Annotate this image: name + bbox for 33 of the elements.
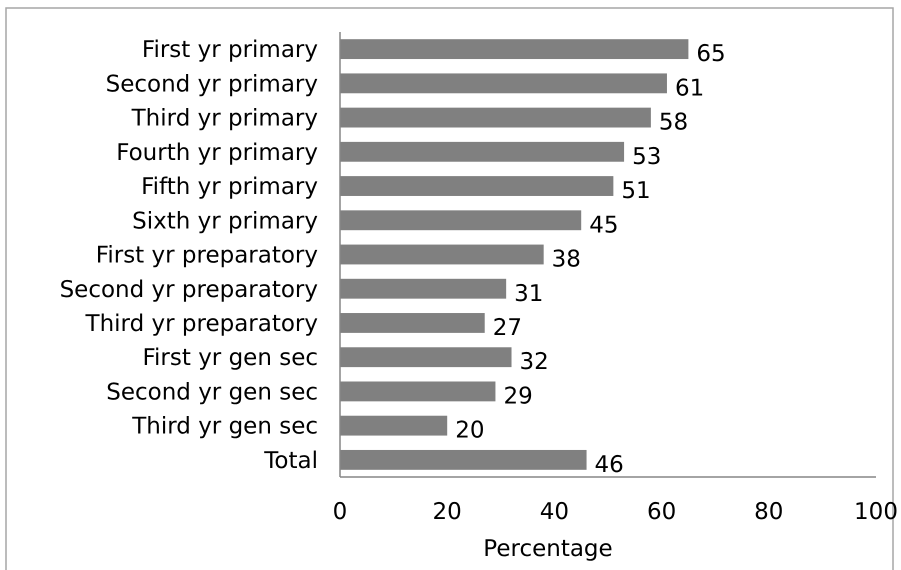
data-label: 65 bbox=[696, 41, 726, 68]
x-tick-label: 0 bbox=[332, 499, 348, 526]
y-tick-label: Fifth yr primary bbox=[141, 174, 318, 200]
y-tick-label: First yr preparatory bbox=[96, 242, 318, 269]
x-tick-label: 40 bbox=[540, 499, 570, 526]
y-tick-label: Second yr gen sec bbox=[106, 379, 318, 406]
data-label: 61 bbox=[674, 75, 704, 102]
data-label: 32 bbox=[520, 349, 549, 376]
data-label: 20 bbox=[455, 418, 484, 444]
data-label: 53 bbox=[632, 144, 662, 170]
y-tick-label: Total bbox=[263, 448, 318, 474]
y-tick-label: Third yr gen sec bbox=[131, 414, 318, 440]
data-label: 45 bbox=[589, 212, 618, 238]
data-label: 29 bbox=[503, 383, 533, 410]
y-tick-label: Second yr primary bbox=[106, 71, 318, 98]
x-tick-label: 100 bbox=[854, 499, 898, 526]
data-label: 38 bbox=[552, 246, 581, 273]
data-label: 31 bbox=[514, 280, 544, 307]
data-label: 58 bbox=[658, 110, 688, 136]
x-tick-label: 60 bbox=[646, 499, 676, 526]
y-tick-label: Second yr preparatory bbox=[60, 276, 318, 303]
y-tick-label: First yr gen sec bbox=[142, 345, 318, 372]
y-tick-label: Fourth yr primary bbox=[116, 140, 318, 166]
data-label: 27 bbox=[492, 315, 522, 342]
y-tick-label: Sixth yr primary bbox=[132, 208, 318, 234]
x-tick-label: 20 bbox=[432, 499, 462, 526]
y-tick-label: Third yr primary bbox=[130, 106, 318, 132]
x-axis-title: Percentage bbox=[483, 536, 613, 562]
x-tick-label: 80 bbox=[754, 499, 784, 526]
data-label: 46 bbox=[594, 452, 624, 478]
y-tick-label: Third yr preparatory bbox=[84, 311, 318, 338]
data-label: 51 bbox=[621, 178, 651, 204]
y-tick-label: First yr primary bbox=[142, 37, 318, 64]
